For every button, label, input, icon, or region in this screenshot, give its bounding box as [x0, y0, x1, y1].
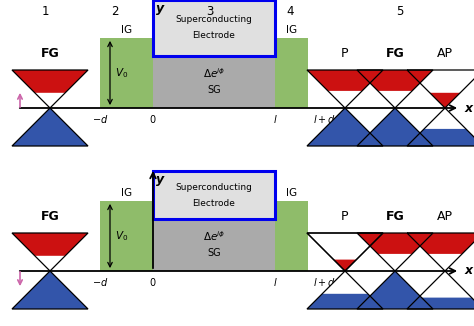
Text: AP: AP	[437, 210, 453, 223]
Bar	[275, 38, 308, 108]
Text: IG: IG	[286, 188, 297, 198]
Text: Superconducting: Superconducting	[175, 16, 253, 24]
Text: P: P	[341, 210, 349, 223]
Text: IG: IG	[121, 25, 132, 35]
Polygon shape	[407, 233, 474, 271]
Bar	[153, 171, 275, 219]
Text: x: x	[465, 264, 473, 277]
Bar	[275, 201, 308, 271]
Polygon shape	[357, 108, 433, 146]
Text: $V_0$: $V_0$	[115, 66, 128, 80]
Polygon shape	[12, 271, 88, 309]
Polygon shape	[12, 271, 88, 309]
Polygon shape	[407, 271, 474, 309]
Text: $l$: $l$	[273, 113, 277, 125]
Text: 5: 5	[396, 5, 404, 18]
Text: AP: AP	[437, 47, 453, 60]
Text: $0$: $0$	[149, 113, 157, 125]
Polygon shape	[357, 271, 433, 309]
Text: $l+d$: $l+d$	[313, 276, 336, 288]
Polygon shape	[357, 233, 433, 254]
Text: FG: FG	[386, 47, 404, 60]
Polygon shape	[307, 70, 383, 108]
Text: Superconducting: Superconducting	[175, 183, 253, 191]
Polygon shape	[12, 108, 88, 146]
Bar	[153, 219, 275, 271]
Polygon shape	[407, 108, 474, 146]
Text: 2: 2	[111, 5, 119, 18]
Text: IG: IG	[121, 188, 132, 198]
Text: $\Delta e^{i\phi}$: $\Delta e^{i\phi}$	[203, 229, 225, 243]
Text: Electrode: Electrode	[192, 32, 236, 40]
Polygon shape	[430, 93, 460, 108]
Polygon shape	[307, 233, 383, 271]
Bar	[100, 201, 153, 271]
Text: SG: SG	[207, 85, 221, 95]
Text: $l+d$: $l+d$	[313, 113, 336, 125]
Polygon shape	[307, 233, 383, 271]
Polygon shape	[12, 70, 88, 93]
Polygon shape	[12, 108, 88, 146]
Polygon shape	[357, 70, 433, 91]
Polygon shape	[357, 233, 433, 271]
Polygon shape	[12, 70, 88, 108]
Polygon shape	[12, 233, 88, 271]
Text: 1: 1	[41, 5, 49, 18]
Text: FG: FG	[41, 47, 59, 60]
Text: FG: FG	[386, 210, 404, 223]
Text: $0$: $0$	[149, 276, 157, 288]
Polygon shape	[357, 271, 433, 309]
Text: P: P	[341, 47, 349, 60]
Polygon shape	[357, 70, 433, 108]
Polygon shape	[407, 233, 474, 254]
Polygon shape	[407, 70, 474, 108]
Bar	[153, 56, 275, 108]
Polygon shape	[357, 108, 433, 146]
Bar	[153, 0, 275, 56]
Bar	[100, 38, 153, 108]
Polygon shape	[334, 259, 356, 271]
Text: y: y	[156, 2, 164, 15]
Text: $-d$: $-d$	[92, 113, 108, 125]
Text: Electrode: Electrode	[192, 199, 236, 208]
Text: 4: 4	[286, 5, 294, 18]
Text: $V_0$: $V_0$	[115, 229, 128, 243]
Text: FG: FG	[41, 210, 59, 223]
Text: $-d$: $-d$	[92, 276, 108, 288]
Text: 3: 3	[206, 5, 214, 18]
Polygon shape	[307, 108, 383, 146]
Polygon shape	[307, 294, 383, 309]
Text: x: x	[465, 101, 473, 114]
Polygon shape	[12, 233, 88, 256]
Polygon shape	[307, 108, 383, 146]
Text: IG: IG	[286, 25, 297, 35]
Polygon shape	[307, 70, 383, 91]
Text: $l$: $l$	[273, 276, 277, 288]
Text: $\Delta e^{i\phi}$: $\Delta e^{i\phi}$	[203, 66, 225, 80]
Text: y: y	[156, 173, 164, 186]
Text: SG: SG	[207, 248, 221, 258]
Polygon shape	[407, 298, 474, 309]
Polygon shape	[307, 271, 383, 309]
Polygon shape	[407, 129, 474, 146]
